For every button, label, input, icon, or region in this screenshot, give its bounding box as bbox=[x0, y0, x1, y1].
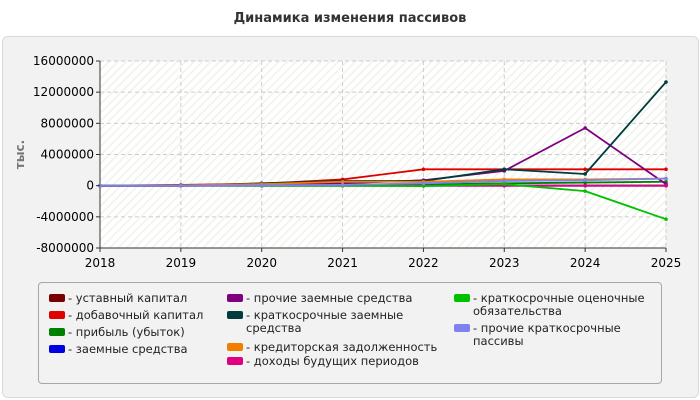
data-point bbox=[664, 183, 668, 188]
y-axis-label: тыс. bbox=[13, 140, 27, 169]
x-tick-label: 2018 bbox=[85, 256, 116, 270]
x-tick-label: 2022 bbox=[408, 256, 439, 270]
data-point bbox=[583, 189, 587, 193]
data-point bbox=[259, 183, 264, 188]
legend-swatch bbox=[227, 357, 243, 365]
y-tick-label: 12000000 bbox=[33, 85, 94, 99]
legend-label: - доходы будущих периодов bbox=[246, 354, 419, 368]
data-point bbox=[502, 179, 507, 183]
y-tick-label: -8000000 bbox=[36, 241, 94, 255]
data-point bbox=[502, 182, 507, 186]
legend-item: - прочие заемные средства bbox=[227, 292, 447, 305]
data-point bbox=[664, 176, 668, 181]
data-point bbox=[421, 181, 426, 186]
legend-swatch bbox=[49, 294, 65, 302]
y-tick-label: 16000000 bbox=[33, 54, 94, 68]
data-point bbox=[664, 167, 668, 172]
legend-swatch bbox=[49, 311, 65, 319]
legend-swatch bbox=[227, 311, 243, 319]
x-tick-label: 2021 bbox=[327, 256, 358, 270]
y-tick-label: -4000000 bbox=[36, 210, 94, 224]
legend-swatch bbox=[49, 328, 65, 336]
legend-item: - доходы будущих периодов bbox=[227, 355, 447, 368]
legend-label: - добавочный капитал bbox=[68, 308, 204, 322]
data-point bbox=[421, 184, 426, 188]
data-point bbox=[179, 183, 183, 188]
data-point bbox=[583, 172, 587, 176]
data-point bbox=[583, 178, 587, 183]
legend-label: - краткосрочные оценочные обязательства bbox=[473, 291, 645, 318]
data-point bbox=[664, 217, 668, 221]
legend-label: - заемные средства bbox=[68, 342, 188, 356]
data-point bbox=[583, 183, 587, 188]
x-tick-label: 2020 bbox=[246, 256, 277, 270]
legend-label: - прочие заемные средства bbox=[246, 291, 413, 305]
x-tick-label: 2025 bbox=[651, 256, 682, 270]
legend-swatch bbox=[454, 324, 470, 332]
legend-item: - добавочный капитал bbox=[49, 309, 219, 322]
legend-label: - уставный капитал bbox=[68, 291, 188, 305]
legend-item: - прочие краткосрочные пассивы bbox=[454, 322, 654, 348]
chart-legend: - уставный капитал - добавочный капитал - … bbox=[38, 282, 662, 384]
legend-label: - прочие краткосрочные пассивы bbox=[473, 321, 621, 348]
x-tick-label: 2019 bbox=[166, 256, 197, 270]
legend-item: - краткосрочные заемные средства bbox=[227, 309, 447, 335]
x-tick-label: 2024 bbox=[570, 256, 601, 270]
data-point bbox=[421, 167, 426, 172]
y-tick-label: 0 bbox=[86, 179, 94, 193]
data-point bbox=[340, 179, 345, 184]
data-point bbox=[340, 183, 345, 187]
x-tick-label: 2023 bbox=[489, 256, 520, 270]
legend-item: - прибыль (убыток) bbox=[49, 326, 219, 339]
y-tick-label: 8000000 bbox=[41, 116, 94, 130]
legend-swatch bbox=[454, 294, 470, 302]
legend-item: - заемные средства bbox=[49, 343, 219, 356]
data-point bbox=[583, 126, 587, 130]
data-point bbox=[664, 80, 668, 84]
chart-title: Динамика изменения пассивов bbox=[233, 11, 467, 26]
legend-swatch bbox=[227, 294, 243, 302]
legend-label: - прибыль (убыток) bbox=[68, 325, 185, 339]
legend-swatch bbox=[227, 343, 243, 351]
legend-item: - уставный капитал bbox=[49, 292, 219, 305]
y-tick-label: 4000000 bbox=[41, 148, 94, 162]
data-point bbox=[502, 167, 507, 172]
legend-label: - краткосрочные заемные средства bbox=[246, 308, 404, 335]
legend-item: - кредиторская задолженность bbox=[227, 341, 447, 354]
data-point bbox=[583, 167, 587, 172]
legend-item: - краткосрочные оценочные обязательства bbox=[454, 292, 654, 318]
legend-label: - кредиторская задолженность bbox=[246, 340, 438, 354]
legend-swatch bbox=[49, 345, 65, 353]
series-9 bbox=[98, 176, 668, 188]
series-line bbox=[100, 177, 667, 187]
